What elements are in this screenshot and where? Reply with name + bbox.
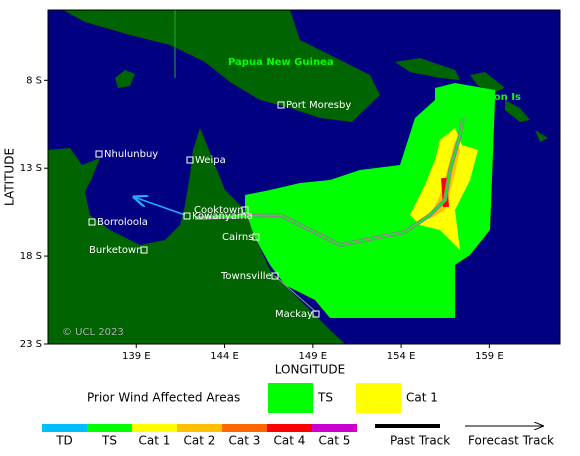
scale-label: TD xyxy=(55,434,73,448)
legend-swatch xyxy=(268,383,313,413)
trail xyxy=(274,275,317,313)
place-label: Kowanyama xyxy=(192,211,253,222)
scale-swatch xyxy=(177,424,222,432)
x-tick-label: 144 E xyxy=(210,351,239,362)
scale-swatch xyxy=(132,424,177,432)
legend-label: Cat 1 xyxy=(406,391,438,405)
place-label: Borroloola xyxy=(97,217,148,228)
country-label: Papua New Guinea xyxy=(228,57,334,68)
scale-swatch xyxy=(312,424,357,432)
legend-swatch xyxy=(356,383,401,413)
place-label: Port Moresby xyxy=(286,100,351,111)
legend-label: TS xyxy=(317,391,333,405)
ts-area xyxy=(245,83,495,318)
png-land xyxy=(63,10,380,122)
place-label: Mackay xyxy=(275,309,313,320)
y-tick-label: 8 S xyxy=(26,75,42,86)
scale-swatch xyxy=(87,424,132,432)
place-marker xyxy=(183,212,191,220)
map-frame xyxy=(47,9,561,345)
australia-land xyxy=(48,128,345,344)
place-label: Burketown xyxy=(89,245,142,256)
scale-swatch xyxy=(222,424,267,432)
scale-swatch xyxy=(267,424,312,432)
place-marker xyxy=(312,310,320,318)
legend-title: Prior Wind Affected Areas xyxy=(87,391,240,405)
scale-label: Cat 4 xyxy=(274,434,306,448)
y-tick-label: 23 S xyxy=(20,339,42,350)
scale-label: Cat 5 xyxy=(319,434,351,448)
map: Papua New Guinea Solomon Is © UCL 2023 xyxy=(48,10,560,344)
copyright: © UCL 2023 xyxy=(62,327,124,338)
place-label: Cooktown xyxy=(194,205,244,216)
x-axis-title: LONGITUDE xyxy=(275,363,345,377)
islands-label: Solomon Is xyxy=(459,92,521,103)
place-marker xyxy=(88,218,96,226)
place-marker xyxy=(95,150,103,158)
scale-label: Cat 3 xyxy=(229,434,261,448)
y-axis-title: LATITUDE xyxy=(3,148,17,206)
x-tick-label: 154 E xyxy=(387,351,416,362)
x-tick-label: 149 E xyxy=(299,351,328,362)
scale-label: Cat 2 xyxy=(184,434,216,448)
place-marker xyxy=(277,101,285,109)
scale-label: Cat 1 xyxy=(139,434,171,448)
past-track-inner xyxy=(194,117,464,246)
place-label: Townsville xyxy=(220,271,272,282)
place-marker xyxy=(252,233,260,241)
y-tick-label: 18 S xyxy=(20,251,42,262)
legend-track: Past Track xyxy=(390,434,450,448)
place-marker xyxy=(241,206,249,214)
scale-swatch xyxy=(42,424,87,432)
place-marker xyxy=(186,156,194,164)
x-tick-label: 139 E xyxy=(122,351,151,362)
x-tick-label: 159 E xyxy=(475,351,504,362)
place-label: Weipa xyxy=(195,155,226,166)
place-marker xyxy=(140,246,148,254)
place-label: Cairns xyxy=(222,232,253,243)
legend-track: Forecast Track xyxy=(468,434,554,448)
place-label: Nhulunbuy xyxy=(104,149,158,160)
scale-label: TS xyxy=(101,434,117,448)
forecast-track xyxy=(134,197,186,216)
y-tick-label: 13 S xyxy=(20,163,42,174)
place-marker xyxy=(271,272,279,280)
